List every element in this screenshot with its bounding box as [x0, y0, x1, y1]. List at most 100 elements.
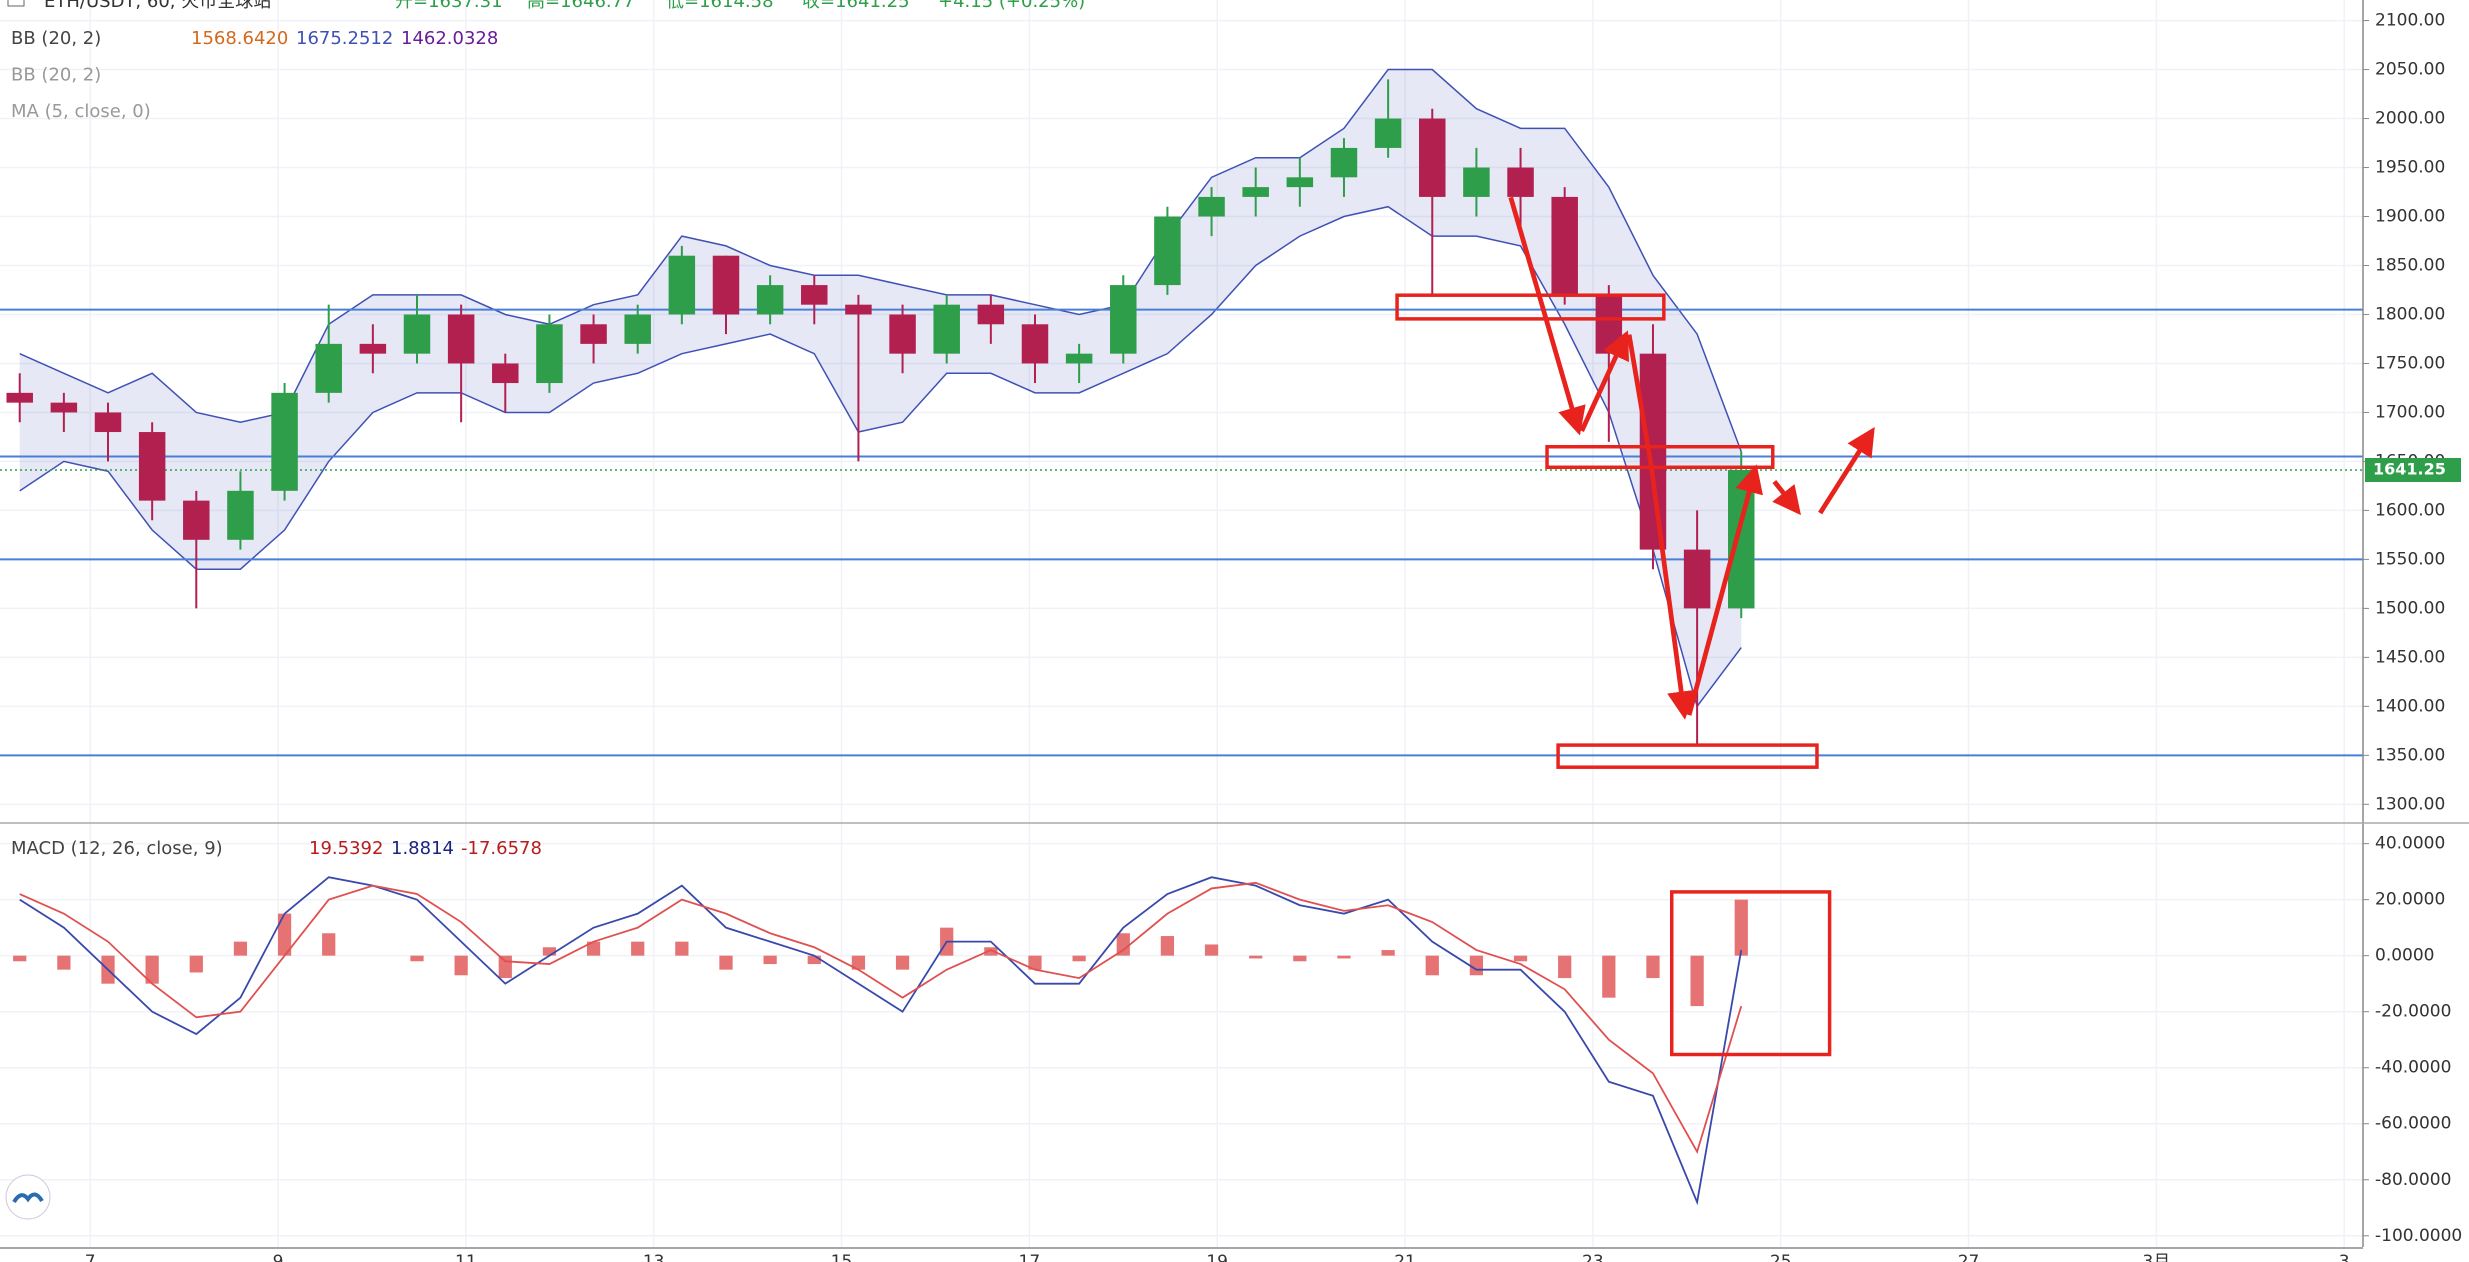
candle-body [50, 402, 78, 413]
candle-body [227, 490, 254, 540]
y-tick-label: 40.0000 [2375, 834, 2445, 854]
y-tick-label: 2050.00 [2375, 60, 2445, 80]
indicator-value: 1462.0328 [401, 28, 498, 49]
candle-body [1683, 549, 1711, 609]
histogram-bar [1690, 955, 1704, 1007]
annotations [1395, 196, 1875, 1057]
candle-body [1154, 216, 1181, 286]
symbol-title: ETH/USDT, 60, 火币全球站 [44, 0, 271, 12]
candle-body [138, 432, 166, 501]
candle-body [1507, 167, 1534, 197]
histogram-bar [851, 955, 866, 970]
candle-body [447, 314, 475, 364]
annotation-box [1545, 445, 1775, 470]
last-price-tag [2365, 458, 2461, 483]
candle-body [1021, 324, 1049, 364]
y-tick-label: 1700.00 [2375, 402, 2445, 422]
histogram-bar [675, 941, 689, 956]
candle-body [580, 324, 607, 344]
price-plot [0, 68, 2363, 757]
annotation-arrow [1686, 464, 1763, 716]
histogram-bar [719, 955, 733, 970]
candle-body [1198, 196, 1225, 217]
candle-body [403, 314, 431, 354]
y-tick-label: 1850.00 [2375, 255, 2445, 275]
candle-body [668, 255, 696, 315]
annotation-arrow [1818, 426, 1875, 515]
histogram-bar [1734, 899, 1748, 956]
panel-icon [7, 0, 25, 7]
indicator-label: BB (20, 2) [11, 65, 101, 86]
histogram-bar [984, 947, 998, 956]
annotation-box [1395, 293, 1666, 321]
y-tick-label: 2100.00 [2375, 11, 2445, 31]
indicator-label: MA (5, close, 0) [11, 101, 151, 122]
y-tick-label: -20.0000 [2375, 1002, 2451, 1022]
y-tick-label: 1750.00 [2375, 353, 2445, 373]
y-tick-label: 20.0000 [2375, 890, 2445, 910]
annotation-arrow [1508, 196, 1586, 436]
x-tick-label: 13 [643, 1252, 665, 1262]
annotation-arrow [1579, 330, 1629, 432]
candle-body [1286, 177, 1314, 188]
candle-body [1374, 118, 1402, 148]
macd-line [19, 881, 1743, 1155]
candle-body [624, 314, 651, 344]
bb-upper [19, 68, 1742, 452]
annotation-arrow [1772, 480, 1801, 516]
logo-mark [12, 1192, 44, 1204]
candle-body [183, 500, 210, 540]
y-tick-label: 1900.00 [2375, 207, 2445, 227]
x-tick-label: 21 [1394, 1252, 1416, 1262]
histogram-bar [1116, 933, 1130, 956]
candle-body [1419, 118, 1446, 197]
histogram-bar [277, 913, 292, 956]
y-tick-label: 1450.00 [2375, 647, 2445, 667]
x-tick-label: 3 [2339, 1252, 2350, 1262]
histogram-bar [322, 933, 336, 956]
histogram-bar [1337, 955, 1351, 959]
histogram-bar [1072, 955, 1086, 962]
candle-body [1330, 147, 1358, 178]
y-tick-label: 1350.00 [2375, 745, 2445, 765]
histogram-bar [763, 955, 777, 965]
histogram-bar [189, 955, 203, 973]
histogram-bar [631, 941, 645, 956]
y-tick-label: 0.0000 [2375, 946, 2434, 966]
x-tick-label: 19 [1206, 1252, 1228, 1262]
x-tick-label: 9 [273, 1252, 284, 1262]
last-price-label: 1641.25 [2373, 460, 2446, 479]
histogram-bar [233, 941, 248, 956]
histogram-bar [13, 955, 27, 962]
header: ETH/USDT, 60, 火币全球站 开=1637.31 高=1646.77 … [7, 0, 1085, 12]
candle-body [889, 314, 916, 354]
y-tick-label: 1500.00 [2375, 598, 2445, 618]
x-tick-label: 15 [831, 1252, 853, 1262]
y-tick-label: -60.0000 [2375, 1114, 2451, 1134]
histogram-bar [145, 955, 159, 984]
x-tick-label: 23 [1582, 1252, 1604, 1262]
histogram-bar [1513, 955, 1528, 962]
histogram-bar [1249, 955, 1263, 959]
x-tick-label: 11 [455, 1252, 477, 1262]
ohlc-close: 收=1641.25 [802, 0, 910, 12]
macd-value: 19.5392 [309, 838, 383, 859]
candle-body [977, 304, 1005, 325]
candle-body [1551, 196, 1578, 295]
candle-body [712, 255, 740, 315]
x-tick-label: 27 [1958, 1252, 1980, 1262]
candle-body [359, 343, 387, 354]
candle-body [315, 343, 342, 393]
histogram-bar [410, 955, 424, 962]
bb-fill [19, 69, 1742, 707]
y-tick-label: 2000.00 [2375, 109, 2445, 129]
ohlc-change: +4.15 (+0.25%) [938, 0, 1085, 12]
annotation-arrow [1626, 334, 1696, 720]
candle-body [756, 285, 784, 315]
x-tick-label: 3月 [2142, 1252, 2170, 1262]
macd-value: -17.6578 [461, 838, 542, 859]
x-tick-label: 7 [85, 1252, 96, 1262]
annotation-box [1556, 743, 1819, 769]
